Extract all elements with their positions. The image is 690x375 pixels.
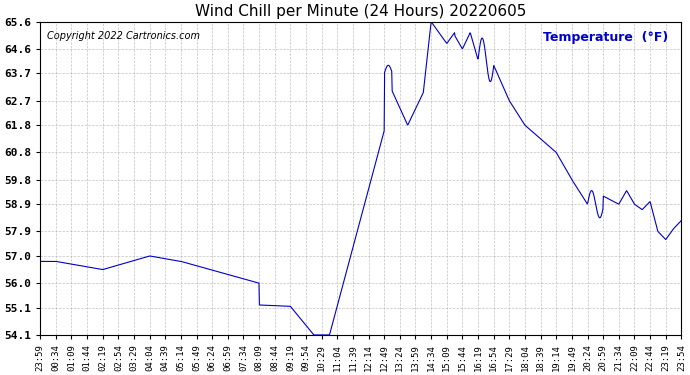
Text: Copyright 2022 Cartronics.com: Copyright 2022 Cartronics.com: [47, 31, 199, 41]
Title: Wind Chill per Minute (24 Hours) 20220605: Wind Chill per Minute (24 Hours) 2022060…: [195, 4, 526, 19]
Text: Temperature  (°F): Temperature (°F): [543, 31, 669, 44]
